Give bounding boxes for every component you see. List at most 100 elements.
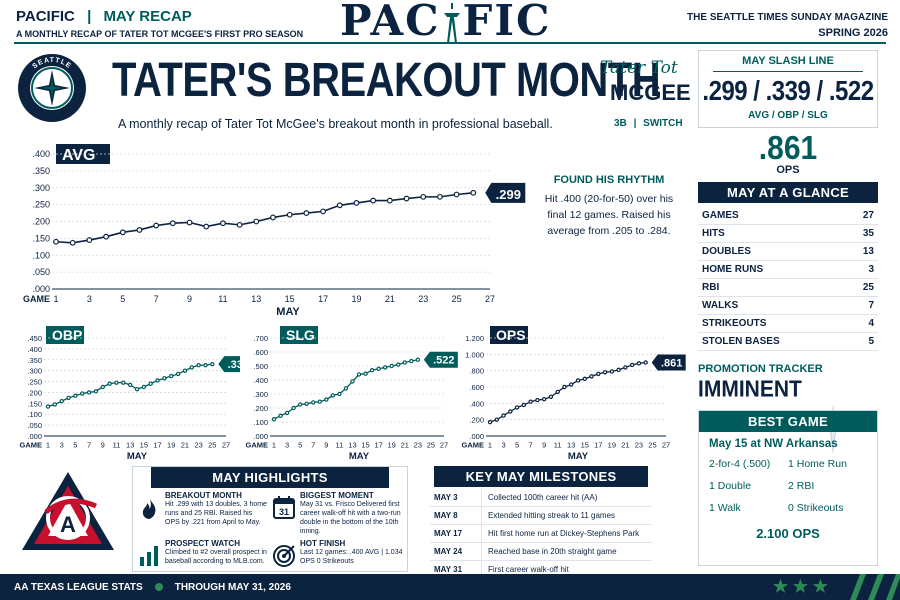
obp-ytick-label: .250 — [27, 378, 42, 387]
avg-data-point — [336, 202, 343, 209]
best-game-stat: 0 Strikeouts — [788, 502, 844, 514]
ops-callout-value: .861 — [661, 358, 682, 370]
avg-ytick-label: .100 — [32, 250, 50, 260]
obp-xtick-label: 7 — [87, 441, 91, 450]
slg-data-point — [363, 371, 368, 376]
obp-xtick-label: 21 — [181, 441, 189, 450]
slg-data-point — [389, 363, 394, 369]
ops-ytick-label: .400 — [469, 399, 484, 408]
player-signature: Tater Tot — [600, 58, 678, 78]
obp-data-point — [189, 365, 194, 370]
slg-data-point — [369, 368, 375, 373]
promotion-status: IMMINENT — [698, 376, 802, 403]
avg-xtick-label: 23 — [418, 294, 428, 304]
obp-xtick-label: 9 — [101, 441, 105, 450]
slg-xtick-label: 3 — [285, 441, 289, 450]
avg-xtick-label: 1 — [53, 294, 58, 304]
slg-x-axis-label: MAY — [349, 451, 370, 462]
obp-xtick-label: 1 — [46, 441, 50, 450]
glance-row: STOLEN BASES 5 — [698, 333, 878, 351]
slg-xtick-label: 21 — [401, 441, 409, 450]
header: PACIFIC | MAY RECAP A MONTHLY RECAP OF T… — [0, 0, 900, 45]
slg-tag-bg — [280, 326, 318, 344]
mariners-logo: SEATTLE — [18, 54, 86, 122]
glance-value: 35 — [862, 228, 874, 239]
avg-x-prefix: GAME — [23, 294, 50, 304]
masthead-logo-left: PAC — [340, 0, 441, 45]
obp-data-point — [141, 384, 147, 390]
avg-data-point — [53, 238, 59, 245]
slg-tag-label: SLG — [286, 327, 315, 343]
obp-ytick-label: .050 — [27, 421, 42, 430]
glance-value: 3 — [868, 264, 874, 275]
obp-ytick-label: .200 — [27, 388, 42, 397]
ops-data-point — [629, 362, 635, 368]
glance-row: DOUBLES 13 — [698, 243, 878, 261]
calendar-day-label: 31 — [279, 507, 289, 517]
obp-ytick-label: .100 — [27, 410, 42, 419]
slg-data-point — [356, 372, 362, 377]
milestone-date: MAY 8 — [430, 507, 482, 524]
slg-data-point — [402, 360, 407, 365]
obp-xtick-label: 3 — [60, 441, 64, 450]
ops-tag: OPS — [490, 326, 528, 344]
slg-xtick-label: 7 — [311, 441, 315, 450]
milestone-text: First career walk-off hit — [488, 565, 569, 574]
ops-data-point — [555, 389, 560, 395]
avg-data-point — [69, 239, 76, 246]
milestones-title: KEY MAY MILESTONES — [434, 466, 648, 487]
slg-chart-panel: SLG .000.100.200.300.400.500.600.700 GAME 1… — [244, 324, 462, 464]
glance-value: 27 — [862, 210, 874, 221]
ops-xtick-label: 13 — [567, 441, 575, 450]
obp-tag-label: OBP — [52, 327, 82, 343]
obp-data-point — [210, 361, 215, 367]
obp-data-point — [169, 373, 174, 379]
ops-ytick-label: .200 — [469, 416, 484, 425]
best-game-stat: 2-for-4 (.500) — [709, 458, 771, 470]
ops-data-point — [535, 397, 540, 403]
slg-data-point — [291, 405, 296, 411]
avg-series-line — [55, 192, 474, 244]
avg-note-title: FOUND HIS RHYTHM — [553, 174, 665, 186]
glance-label: WALKS — [702, 300, 739, 311]
avg-data-point — [386, 197, 393, 204]
highlight-title: PROSPECT WATCH — [165, 539, 240, 548]
slg-ytick-label: .200 — [253, 404, 268, 413]
target-icon — [273, 545, 295, 567]
slg-data-point — [311, 400, 316, 405]
obp-data-point — [86, 390, 92, 395]
glance-value: 25 — [862, 282, 874, 293]
ops-data-point — [487, 419, 493, 425]
slg-data-point — [330, 393, 336, 398]
slg-xtick-label: 5 — [298, 441, 302, 450]
avg-ytick-label: .150 — [32, 233, 50, 243]
right-sidebar: MAY SLASH LINE .299 / .339 / .522 AVG / … — [698, 50, 878, 570]
ops-xtick-label: 7 — [529, 441, 533, 450]
best-game-stat: 1 Walk — [709, 502, 741, 514]
highlight-body: Climbed to #2 overall prospect in baseba… — [165, 549, 267, 565]
ops-data-point — [616, 367, 621, 373]
obp-data-point — [155, 378, 160, 383]
ops-data-point — [575, 378, 581, 383]
avg-data-point — [370, 197, 377, 204]
slg-data-point — [415, 357, 421, 362]
ops-data-point — [623, 365, 628, 370]
obp-x-axis-label: MAY — [127, 451, 148, 462]
avg-xtick-label: 13 — [251, 294, 261, 304]
slash-line-title: MAY SLASH LINE — [742, 55, 834, 67]
milestone-row: MAY 17 Hit first home run at Dickey-Steph… — [430, 525, 652, 543]
ops-ytick-label: 1.000 — [465, 350, 484, 359]
avg-data-point — [119, 229, 126, 236]
obp-data-point — [107, 381, 112, 386]
best-game-stat: 2 RBI — [788, 480, 815, 492]
slg-data-point — [284, 410, 290, 416]
avg-tag-bg — [56, 144, 110, 164]
highlight-body: May 31 vs. Frisco Delivered first career… — [300, 501, 401, 535]
highlight-body: Hit .299 with 13 doubles, 3 home runs an… — [165, 501, 267, 526]
glance-label: STOLEN BASES — [702, 336, 780, 347]
slg-data-point — [350, 379, 355, 384]
ops-xtick-label: 3 — [501, 441, 505, 450]
section-sub: MAY RECAP — [103, 8, 192, 25]
ops-xtick-label: 1 — [488, 441, 492, 450]
